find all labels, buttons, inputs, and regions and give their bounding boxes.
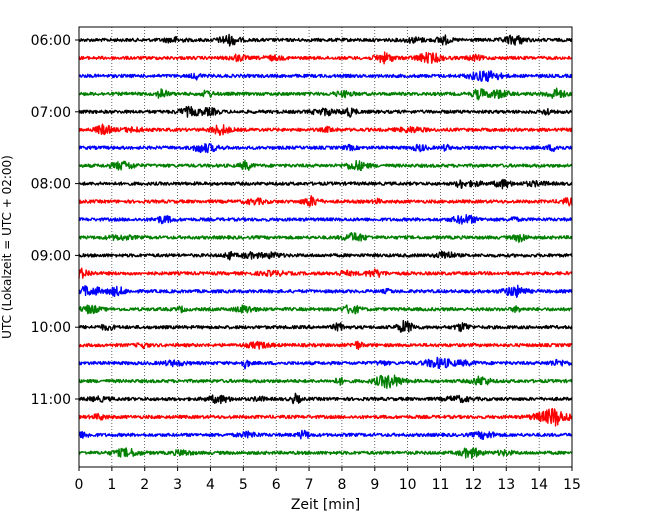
x-tick-label: 15 (563, 477, 581, 493)
x-tick-label: 11 (432, 477, 450, 493)
seismogram-trace (78, 429, 573, 440)
seismogram-trace (78, 267, 573, 279)
y-tick-label: 07:00 (31, 105, 71, 121)
seismogram-trace (78, 123, 573, 136)
seismogram-trace (78, 70, 573, 83)
x-tick-label: 2 (140, 477, 149, 493)
x-tick-label: 6 (272, 477, 281, 493)
plot-frame (78, 26, 573, 468)
y-tick-label: 10:00 (31, 320, 71, 336)
seismogram-trace (78, 374, 573, 389)
seismogram-trace (78, 178, 573, 190)
x-tick-label: 3 (173, 477, 182, 493)
x-tick-label: 4 (206, 477, 215, 493)
x-tick-label: 10 (399, 477, 417, 493)
x-tick-label: 0 (75, 477, 84, 493)
seismogram-trace (78, 319, 573, 333)
seismogram-trace (78, 447, 573, 460)
seismogram-trace (78, 232, 573, 243)
seismogram-trace (78, 143, 573, 154)
y-tick-label: 06:00 (31, 33, 71, 49)
x-tick-label: 7 (305, 477, 314, 493)
y-tick-label: 09:00 (31, 248, 71, 264)
x-axis-ticks: 0 1 2 3 4 5 6 7 8 9 10 11 12 13 14 15 (75, 467, 581, 493)
x-tick-label: 14 (530, 477, 548, 493)
x-tick-label: 1 (107, 477, 116, 493)
seismogram-trace (78, 250, 573, 261)
x-tick-label: 12 (464, 477, 482, 493)
seismogram-trace (78, 87, 573, 101)
seismogram-trace (78, 407, 573, 427)
seismogram-trace (78, 356, 573, 370)
x-axis-label: Zeit [min] (291, 497, 360, 513)
seismogram-trace (78, 213, 573, 225)
seismogram-trace (78, 284, 573, 298)
seismogram-trace (78, 159, 573, 172)
y-axis-ticks: 06:00 07:00 08:00 09:00 10:00 11:00 (31, 33, 79, 408)
y-tick-label: 08:00 (31, 177, 71, 193)
plot-area (79, 27, 572, 467)
y-axis-label: UTC (Lokalzeit = UTC + 02:00) (0, 155, 14, 339)
vertical-grid (111, 27, 540, 467)
x-tick-label: 8 (337, 477, 346, 493)
seismogram-trace (78, 33, 573, 47)
seismogram-trace (78, 304, 573, 315)
seismogram-trace (78, 340, 573, 351)
x-tick-label: 9 (370, 477, 379, 493)
seismogram-trace (78, 195, 573, 207)
y-tick-label: 11:00 (31, 392, 71, 408)
seismogram-trace (78, 105, 573, 118)
seismogram-traces (78, 33, 573, 460)
seismogram-trace (78, 51, 573, 65)
seismogram-trace (78, 392, 573, 405)
x-tick-label: 5 (239, 477, 248, 493)
x-tick-label: 13 (497, 477, 515, 493)
